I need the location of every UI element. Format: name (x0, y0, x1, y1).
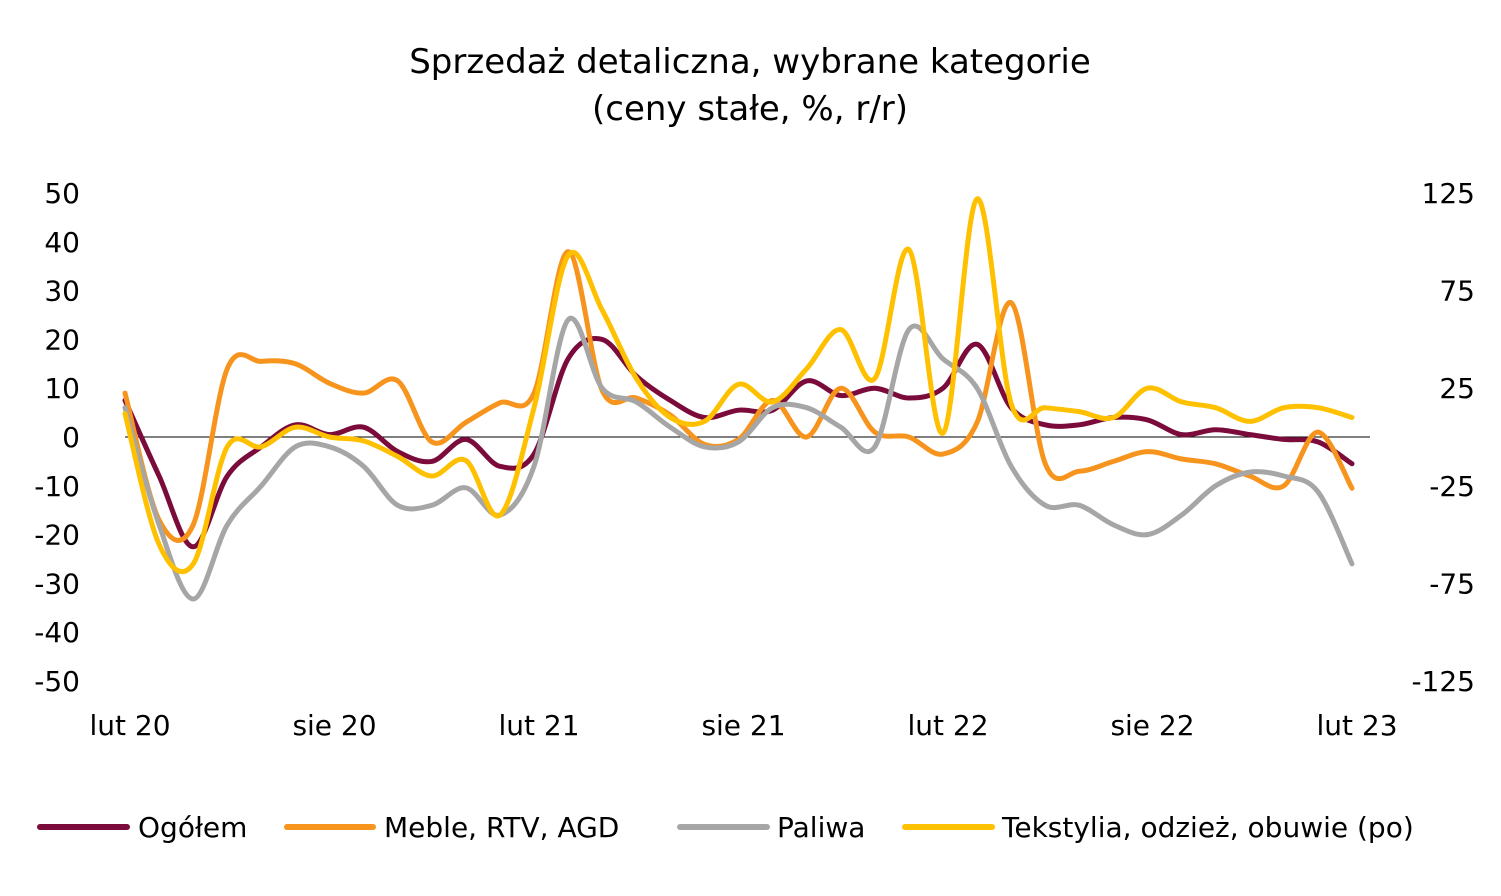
legend-label: Tekstylia, odzież, obuwie (po) (1001, 811, 1414, 844)
x-tick-label: lut 20 (89, 709, 170, 742)
chart-title: Sprzedaż detaliczna, wybrane kategorie (409, 42, 1091, 82)
right-axis-ticks: 125 75 25 -25 -75 -125 (1411, 177, 1475, 698)
left-tick-label: 20 (44, 323, 80, 356)
right-tick-label: 75 (1439, 275, 1475, 308)
legend: Ogółem Meble, RTV, AGD Paliwa Tekstylia, od… (37, 811, 1414, 844)
legend-item: Tekstylia, odzież, obuwie (po) (902, 811, 1414, 844)
series-lines (122, 196, 1355, 602)
legend-item: Ogółem (37, 811, 247, 844)
series-line-3 (122, 315, 1355, 602)
x-tick-label: sie 22 (1110, 709, 1194, 742)
left-tick-label: -20 (34, 519, 80, 552)
legend-label: Meble, RTV, AGD (384, 811, 619, 844)
right-tick-label: -25 (1429, 470, 1475, 503)
left-tick-label: -30 (34, 567, 80, 600)
legend-item: Meble, RTV, AGD (284, 811, 619, 844)
legend-label: Paliwa (777, 811, 865, 844)
left-tick-label: -10 (34, 470, 80, 503)
left-tick-label: 0 (62, 421, 80, 454)
chart-subtitle: (ceny stałe, %, r/r) (592, 89, 908, 129)
left-tick-label: 10 (44, 372, 80, 405)
left-axis-ticks: 50 40 30 20 10 0 -10 -20 -30 -40 -50 (34, 177, 80, 698)
x-axis-ticks: lut 20 sie 20 lut 21 sie 21 lut 22 sie 22 lut … (89, 709, 1397, 742)
x-tick-label: lut 22 (907, 709, 988, 742)
x-tick-label: lut 23 (1316, 709, 1397, 742)
right-tick-label: -125 (1411, 665, 1475, 698)
left-tick-label: 30 (44, 275, 80, 308)
legend-item: Paliwa (677, 811, 865, 844)
left-tick-label: -50 (34, 665, 80, 698)
left-tick-label: 50 (44, 177, 80, 210)
left-tick-label: -40 (34, 616, 80, 649)
legend-label: Ogółem (138, 811, 247, 844)
series-line-4 (122, 196, 1355, 574)
left-tick-label: 40 (44, 226, 80, 259)
x-tick-label: sie 21 (701, 709, 785, 742)
right-tick-label: -75 (1429, 567, 1475, 600)
right-tick-label: 125 (1422, 177, 1475, 210)
x-tick-label: lut 21 (498, 709, 579, 742)
right-tick-label: 25 (1439, 372, 1475, 405)
x-tick-label: sie 20 (292, 709, 376, 742)
